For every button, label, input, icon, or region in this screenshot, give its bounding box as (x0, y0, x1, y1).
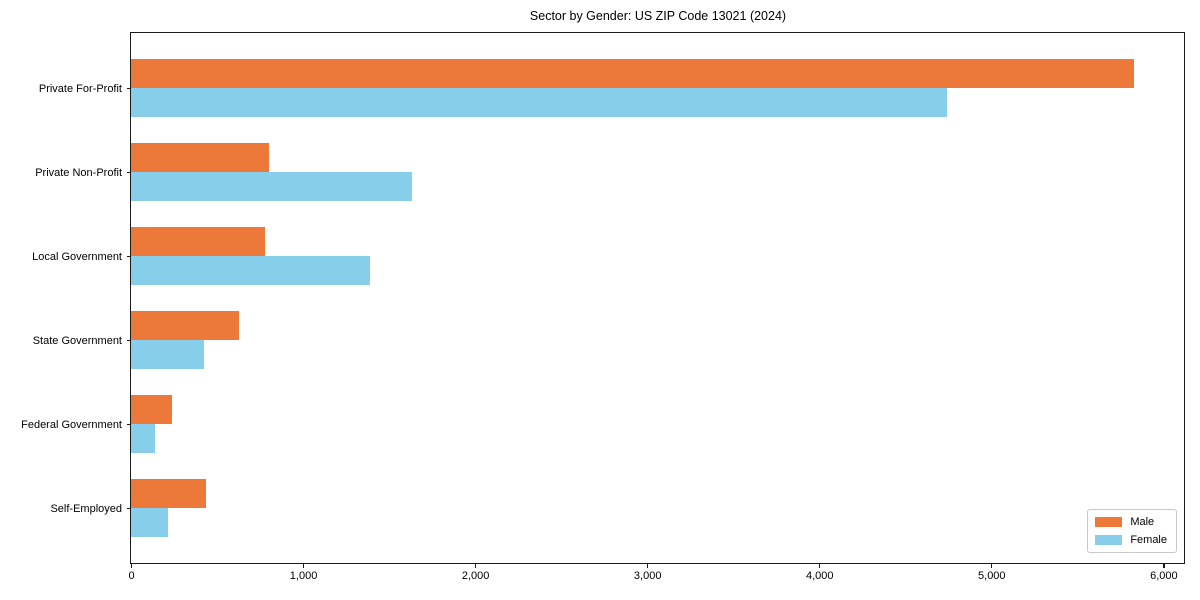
bar-female-state-government (131, 340, 205, 369)
y-tick-label-private-non-profit: Private Non-Profit (35, 166, 122, 179)
x-tick-label-4000: 4,000 (805, 569, 834, 582)
x-tick-label-0: 0 (128, 569, 135, 582)
bar-female-private-for-profit (131, 88, 948, 117)
x-tick-mark-5000 (991, 563, 993, 568)
bar-male-federal-government (131, 395, 173, 424)
chart-title: Sector by Gender: US ZIP Code 13021 (202… (529, 9, 787, 23)
bar-male-self-employed (131, 479, 206, 508)
x-tick-mark-3000 (647, 563, 649, 568)
x-tick-label-1000: 1,000 (289, 569, 318, 582)
legend-entry-female: Female (1095, 534, 1167, 546)
y-tick-mark-local-government (127, 256, 131, 258)
y-tick-label-state-government: State Government (32, 334, 122, 347)
x-tick-mark-4000 (819, 563, 821, 568)
legend-swatch-female (1095, 535, 1123, 545)
bar-male-local-government (131, 227, 266, 256)
legend-swatch-male (1095, 517, 1123, 527)
bar-female-self-employed (131, 508, 168, 537)
y-tick-label-self-employed: Self-Employed (50, 502, 122, 515)
legend-label-female: Female (1130, 534, 1167, 546)
y-tick-label-local-government: Local Government (32, 250, 122, 263)
x-tick-mark-0 (131, 563, 133, 568)
bar-female-private-non-profit (131, 172, 412, 201)
legend-entry-male: Male (1095, 516, 1167, 528)
y-tick-label-federal-government: Federal Government (21, 418, 122, 431)
x-tick-label-5000: 5,000 (978, 569, 1006, 582)
y-tick-mark-private-non-profit (127, 172, 131, 174)
y-tick-mark-self-employed (127, 508, 131, 510)
x-tick-label-2000: 2,000 (461, 569, 490, 582)
y-tick-mark-private-for-profit (127, 88, 131, 90)
x-tick-mark-6000 (1163, 563, 1165, 568)
bar-female-local-government (131, 256, 371, 285)
x-tick-label-3000: 3,000 (633, 569, 662, 582)
legend-label-male: Male (1130, 516, 1155, 528)
bar-female-federal-government (131, 424, 156, 453)
x-tick-label-6000: 6,000 (1150, 569, 1178, 582)
x-tick-mark-1000 (303, 563, 305, 568)
y-tick-mark-federal-government (127, 424, 131, 426)
plot-area: Male Female (130, 32, 1185, 564)
bar-male-private-non-profit (131, 143, 269, 172)
y-tick-mark-state-government (127, 340, 131, 342)
x-tick-mark-2000 (475, 563, 477, 568)
bar-male-state-government (131, 311, 240, 340)
y-tick-label-private-for-profit: Private For-Profit (38, 82, 122, 95)
legend: Male Female (1087, 509, 1177, 553)
bar-male-private-for-profit (131, 59, 1135, 88)
